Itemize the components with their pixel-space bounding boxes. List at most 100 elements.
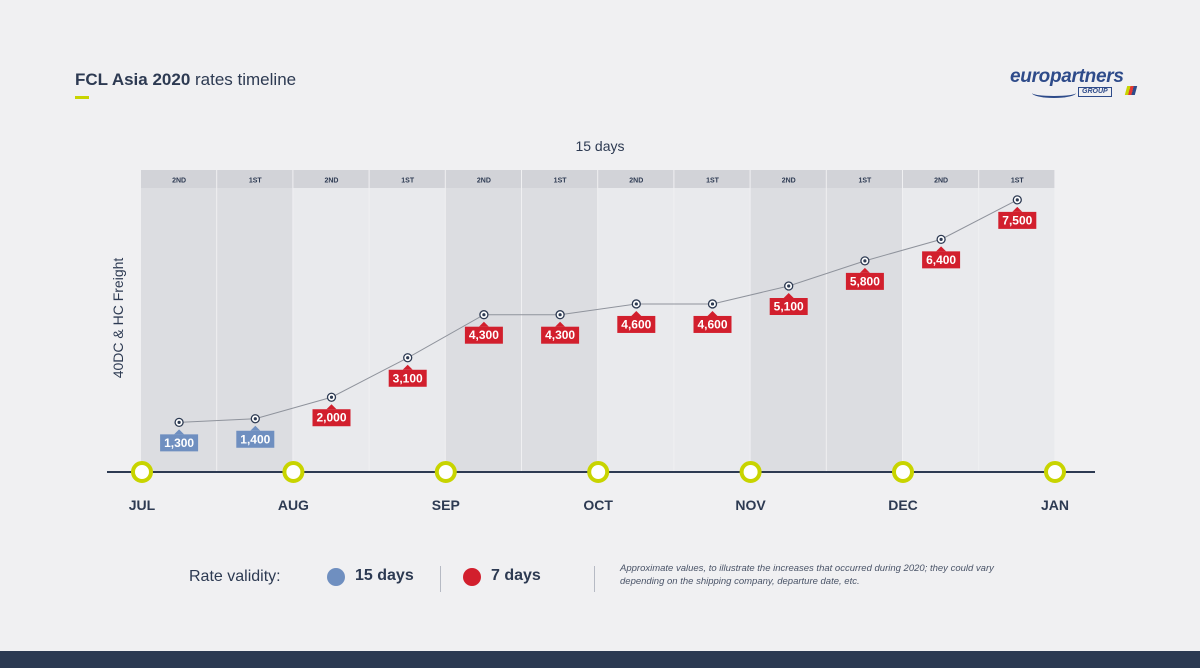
data-point-center [253, 417, 257, 421]
data-label-box [160, 434, 199, 452]
title-underline [75, 96, 89, 99]
data-label-box [464, 326, 503, 344]
data-point-center [787, 284, 791, 288]
logo-wave-icon [1032, 88, 1076, 98]
month-marker [587, 461, 610, 483]
half-month-header [445, 170, 521, 188]
data-point-center [863, 259, 867, 263]
legend-dot-7-days [463, 568, 481, 586]
logo-group: GROUP [1078, 87, 1112, 97]
half-month-header [598, 170, 674, 188]
month-marker [739, 461, 762, 483]
month-marker [282, 461, 305, 483]
data-label: 4,600 [621, 317, 651, 331]
half-month-header [217, 170, 293, 188]
data-label-pointer [707, 310, 718, 316]
half-month-label: 2ND [172, 178, 186, 185]
disclaimer-note: Approximate values, to illustrate the in… [620, 563, 994, 587]
legend: Rate validity: 15 days 7 days [0, 566, 1200, 592]
half-month-header [522, 170, 598, 188]
title-bold: FCL Asia 2020 [75, 70, 191, 89]
data-label: 4,600 [697, 317, 727, 331]
logo-text: europartners [1010, 66, 1124, 87]
column-band [141, 188, 217, 472]
half-month-label: 2ND [477, 178, 491, 185]
data-point-center [329, 395, 334, 399]
data-point-center [177, 420, 181, 424]
series-line [179, 199, 1018, 423]
month-label: DEC [888, 497, 918, 513]
data-point-center [710, 302, 715, 306]
half-month-label: 2ND [324, 178, 338, 185]
column-band [826, 188, 902, 472]
data-point-center [558, 313, 562, 317]
data-label-box [388, 369, 427, 387]
data-label: 2,000 [316, 411, 346, 425]
data-label-box [998, 211, 1037, 229]
column-band [903, 188, 979, 472]
half-month-label: 1ST [401, 178, 415, 185]
data-label: 6,400 [926, 253, 956, 267]
month-label: NOV [735, 497, 766, 513]
half-month-label: 2ND [629, 178, 643, 185]
data-label-pointer [250, 425, 261, 431]
data-label-box [312, 409, 351, 427]
data-point-center [634, 302, 638, 306]
half-month-header [979, 170, 1055, 188]
month-label: SEP [432, 497, 460, 513]
data-label-pointer [631, 310, 642, 316]
legend-separator [440, 566, 441, 592]
month-marker [1044, 461, 1066, 483]
data-label: 5,100 [774, 300, 804, 314]
data-point-center [1015, 198, 1019, 202]
legend-dot-15-days [327, 568, 345, 586]
data-label-pointer [936, 246, 947, 252]
half-month-label: 1ST [249, 178, 263, 185]
half-month-label: 1ST [1011, 178, 1025, 185]
note-separator [594, 566, 595, 592]
month-marker [892, 461, 914, 483]
data-label-box [922, 251, 961, 269]
data-label-box [617, 315, 656, 333]
data-label: 4,300 [545, 328, 575, 342]
half-month-header [750, 170, 826, 188]
data-point-center [939, 237, 943, 241]
half-month-header [293, 170, 369, 188]
column-band [979, 188, 1055, 472]
legend-title: Rate validity: [189, 568, 281, 585]
data-label: 1,300 [164, 436, 194, 450]
half-month-label: 1ST [706, 178, 720, 185]
data-label: 3,100 [393, 371, 423, 385]
half-month-label: 1ST [858, 178, 872, 185]
data-label: 4,300 [469, 328, 499, 342]
data-point-center [482, 313, 486, 317]
title-rest: rates timeline [190, 70, 297, 89]
data-label: 1,400 [240, 432, 270, 446]
half-month-label: 2ND [782, 178, 796, 185]
half-month-header [674, 170, 750, 188]
period-label: 15 days [575, 138, 625, 154]
column-band [750, 188, 826, 472]
page-title: FCL Asia 2020 rates timeline [75, 70, 296, 90]
data-label-pointer [859, 267, 870, 273]
month-label: JAN [1041, 497, 1069, 513]
half-month-header [369, 170, 445, 188]
half-month-header [141, 170, 217, 188]
legend-label-7-days: 7 days [491, 567, 541, 584]
month-label: OCT [583, 497, 613, 513]
data-label-box [236, 430, 275, 448]
footer-bar [0, 651, 1200, 668]
data-label-pointer [402, 364, 413, 370]
data-label-pointer [326, 404, 337, 410]
data-label-pointer [783, 293, 794, 298]
data-label-pointer [174, 429, 185, 435]
month-label: AUG [278, 497, 309, 513]
data-label-box [845, 272, 884, 290]
rates-chart: 2ND 1ST 2ND 1ST 2ND 1ST 2ND 1ST 2ND 1ST 2ND 1ST JUL A… [107, 170, 1095, 513]
data-label-box [693, 315, 732, 333]
half-month-label: 2ND [934, 178, 948, 185]
column-band [217, 188, 293, 472]
column-band [369, 188, 445, 472]
month-label: JUL [129, 497, 156, 513]
data-label: 7,500 [1002, 213, 1032, 227]
